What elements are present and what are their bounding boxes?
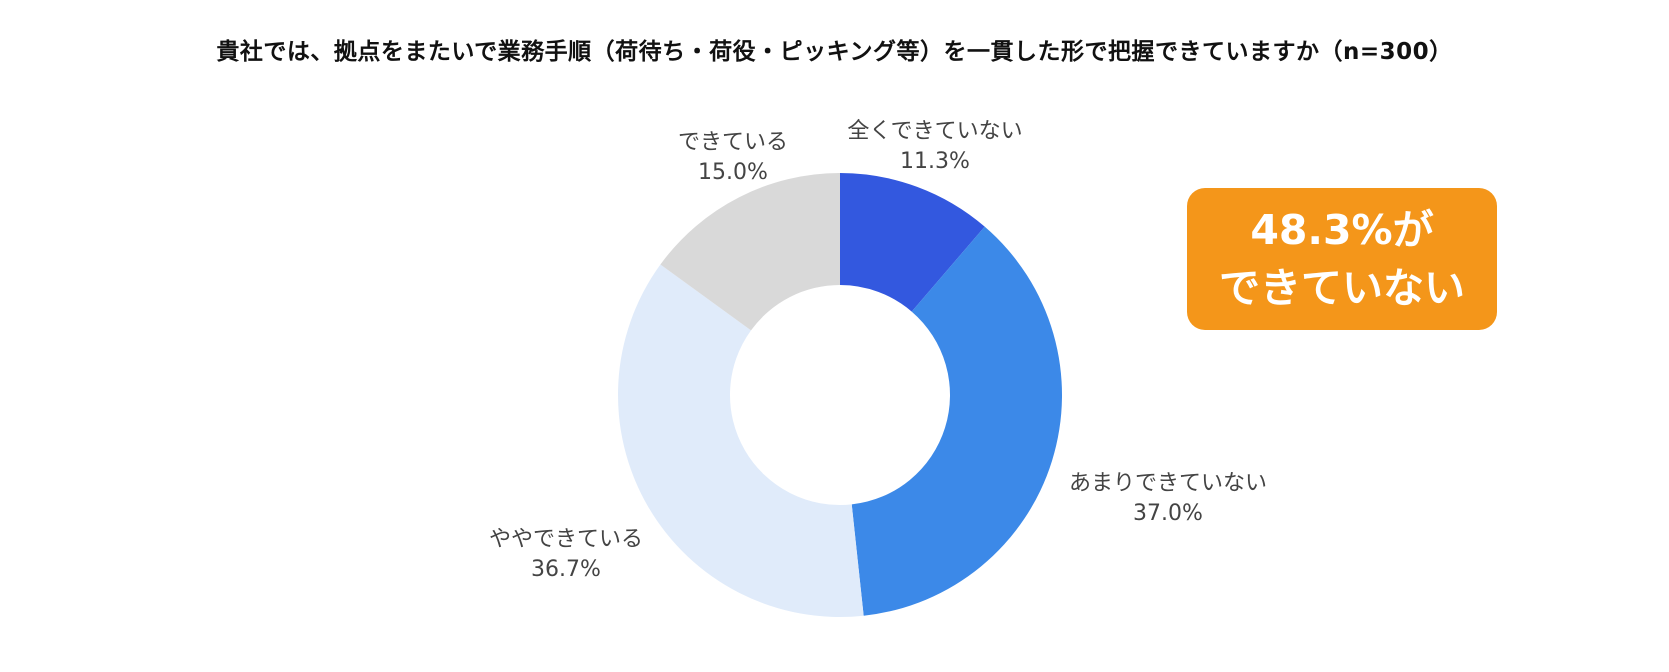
slice-somewhat — [618, 264, 864, 617]
slice-label-somewhat-name: ややできている — [488, 527, 644, 552]
slice-not-much — [851, 226, 1062, 616]
slice-label-not-much-value: 37.0% — [1133, 501, 1203, 526]
summary-callout: 48.3%が できていない — [1187, 188, 1497, 330]
slice-able — [660, 173, 840, 331]
summary-callout-line1: 48.3%が — [1250, 206, 1434, 254]
slice-label-not-much-name: あまりできていない — [1068, 471, 1268, 496]
slice-label-not-much: あまりできていない 37.0% — [1069, 469, 1267, 529]
slice-label-not-at-all: 全くできていない 11.3% — [847, 117, 1022, 177]
slice-label-able-name: できている — [677, 130, 789, 155]
slice-label-not-at-all-value: 11.3% — [900, 149, 970, 174]
slice-label-able-value: 15.0% — [698, 160, 768, 185]
slice-label-somewhat: ややできている 36.7% — [489, 525, 643, 585]
slice-not-at-all — [840, 173, 985, 312]
slice-label-not-at-all-name: 全くできていない — [847, 119, 1023, 144]
slice-label-able: できている 15.0% — [678, 128, 788, 188]
summary-callout-line2: できていない — [1219, 264, 1465, 312]
chart-title: 貴社では、拠点をまたいで業務手順（荷待ち・荷役・ピッキング等）を一貫した形で把握… — [216, 39, 1453, 65]
slice-label-somewhat-value: 36.7% — [531, 557, 601, 582]
